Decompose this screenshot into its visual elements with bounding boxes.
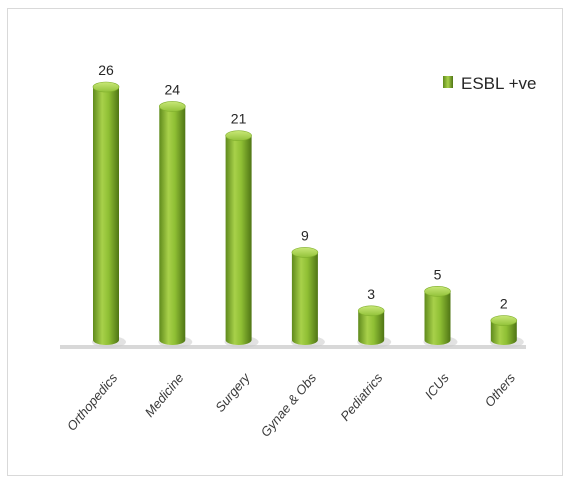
value-label-icus: 5	[434, 266, 442, 282]
value-label-surgery: 21	[231, 111, 247, 127]
category-label-orthopedics: Orthopedics	[64, 370, 121, 434]
value-labels-group: 26 24 21 9 3 5 2	[98, 62, 508, 312]
category-label-gynae-obs: Gynae & Obs	[258, 370, 320, 440]
baseline	[60, 345, 526, 349]
bar-medicine	[158, 101, 193, 348]
bar-body	[225, 135, 252, 345]
bar-pediatrics	[357, 305, 392, 348]
bar-cap	[490, 315, 518, 326]
bar-cap	[225, 130, 252, 141]
value-label-others: 2	[500, 296, 508, 312]
bar-orthopedics	[92, 81, 126, 348]
category-labels-group: Orthopedics Medicine Surgery Gynae & Obs Ped…	[64, 369, 519, 440]
bar-cap	[92, 81, 120, 93]
bar-body	[93, 87, 119, 345]
value-label-gynae-obs: 9	[301, 227, 309, 243]
bar-surgery	[224, 130, 259, 348]
category-label-surgery: Surgery	[212, 369, 254, 415]
bar-cap	[357, 305, 385, 317]
bar-body	[358, 310, 385, 345]
bar-cap	[159, 101, 186, 112]
value-label-orthopedics: 26	[98, 62, 114, 78]
value-label-pediatrics: 3	[367, 286, 375, 302]
bar-body	[424, 291, 451, 345]
legend-label: ESBL +ve	[461, 74, 536, 93]
bar-body	[159, 106, 186, 345]
bar-icus	[423, 286, 458, 348]
bar-cap	[424, 286, 451, 297]
bar-gynae-obs	[290, 247, 325, 348]
category-label-others: Others	[482, 370, 519, 410]
bar-body	[490, 320, 517, 345]
bars-group	[92, 81, 524, 348]
category-label-medicine: Medicine	[142, 370, 187, 420]
bar-cap	[291, 247, 319, 258]
bar-body	[291, 252, 318, 345]
legend-swatch	[443, 76, 453, 88]
category-label-icus: ICUs	[422, 370, 452, 402]
category-label-pediatrics: Pediatrics	[337, 370, 386, 424]
bar-others	[489, 315, 524, 348]
legend: ESBL +ve	[443, 74, 536, 93]
value-label-medicine: 24	[165, 81, 181, 97]
